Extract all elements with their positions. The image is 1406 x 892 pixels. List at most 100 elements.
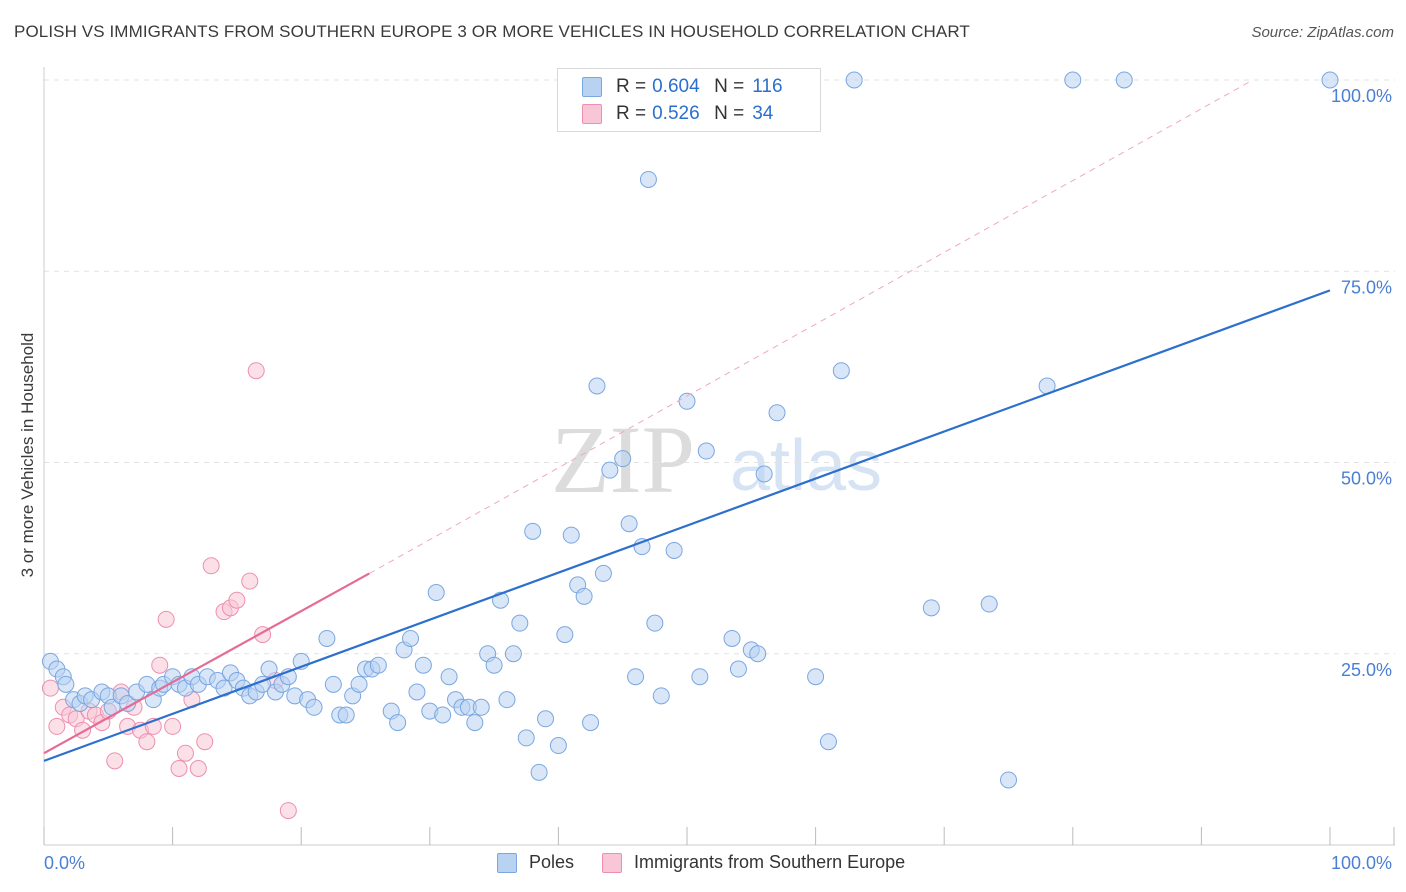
poles-swatch	[582, 77, 602, 97]
immigrants-n-value: 34	[752, 103, 774, 124]
legend-item-poles[interactable]: Poles	[497, 852, 574, 873]
poles-point-70	[517, 729, 535, 747]
poles-point-58	[440, 668, 458, 686]
poles-point-92	[691, 668, 709, 686]
poles-point-95	[723, 629, 741, 647]
y-tick-label-25: 25.0%	[1341, 660, 1392, 680]
poles-point-76	[562, 526, 580, 544]
poles-point-43	[337, 706, 355, 724]
poles-point-89	[652, 687, 670, 705]
poles-point-85	[627, 668, 645, 686]
gridlines	[44, 79, 1395, 655]
poles-point-101	[807, 668, 825, 686]
poles-r-value: 0.604	[652, 76, 700, 97]
poles-point-82	[601, 461, 619, 479]
poles-point-39	[305, 698, 323, 716]
immigrants-r-value: 0.526	[652, 103, 700, 124]
immigrants-point-0	[41, 679, 59, 697]
y-tick-label-100: 100.0%	[1331, 86, 1392, 106]
poles-point-54	[414, 656, 432, 674]
poles-point-106	[1000, 771, 1017, 789]
n-label: N =	[714, 103, 745, 124]
poles-point-72	[530, 763, 548, 781]
poles-point-73	[537, 710, 555, 728]
x-tick-label-0: 0.0%	[44, 853, 85, 873]
poles-point-93	[697, 442, 715, 460]
immigrants-point-33	[279, 802, 297, 820]
poles-point-62	[466, 714, 484, 732]
poles-n-value: 116	[752, 76, 783, 97]
immigrants-legend-swatch	[602, 852, 623, 873]
poles-point-52	[402, 629, 420, 647]
immigrants-point-19	[164, 717, 182, 735]
poles-point-90	[665, 541, 683, 559]
immigrants-point-29	[241, 572, 259, 590]
y-tick-label-75: 75.0%	[1341, 277, 1392, 297]
poles-point-100	[768, 404, 786, 422]
poles-point-111	[1321, 71, 1339, 89]
immigrants-trend-extension	[369, 79, 1254, 574]
immigrants-point-21	[176, 744, 194, 762]
x-tick-label-100: 100.0%	[1331, 853, 1392, 873]
immigrants-trend-line	[43, 572, 370, 755]
poles-point-32	[260, 660, 278, 678]
poles-point-67	[498, 691, 516, 709]
poles-point-99	[755, 465, 773, 483]
poles-point-107	[980, 595, 998, 613]
poles-point-84	[620, 515, 638, 533]
immigrants-point-18	[157, 610, 175, 628]
immigrants-point-15	[138, 733, 156, 751]
poles-point-63	[472, 698, 490, 716]
watermark-atlas: atlas	[730, 426, 882, 506]
poles-point-50	[389, 714, 407, 732]
immigrants-swatch	[582, 104, 602, 124]
poles-point-53	[408, 683, 426, 701]
poles-point-110	[1115, 71, 1133, 89]
poles-point-75	[556, 626, 574, 644]
y-tick-label-50: 50.0%	[1341, 469, 1392, 489]
immigrants-legend-label: Immigrants from Southern Europe	[634, 852, 906, 872]
poles-point-69	[511, 614, 529, 632]
poles-legend-swatch	[497, 852, 517, 873]
immigrants-point-20	[170, 760, 188, 777]
poles-point-3	[57, 675, 75, 693]
poles-point-91	[678, 392, 696, 410]
legend-row-poles: R = 0.604 N = 116	[582, 74, 783, 100]
immigrants-point-10	[106, 752, 124, 770]
poles-point-71	[524, 522, 542, 540]
immigrants-points	[41, 362, 297, 820]
poles-point-25	[215, 679, 233, 697]
poles-point-65	[485, 656, 503, 674]
poles-point-41	[324, 675, 342, 693]
poles-point-87	[639, 170, 657, 188]
poles-point-48	[369, 656, 387, 674]
poles-point-74	[549, 737, 567, 755]
poles-point-57	[434, 706, 452, 724]
poles-point-103	[832, 362, 850, 380]
poles-point-96	[729, 660, 747, 678]
poles-point-40	[318, 629, 336, 647]
poles-point-80	[588, 377, 606, 395]
poles-point-79	[582, 714, 600, 732]
r-label: R =	[616, 76, 647, 97]
n-label: N =	[714, 76, 745, 97]
immigrants-point-30	[247, 362, 265, 380]
immigrants-point-24	[196, 733, 214, 751]
tick-labels: 25.0% 50.0% 75.0% 100.0% 0.0% 100.0%	[44, 86, 1392, 873]
trend-lines	[43, 79, 1331, 762]
stats-legend: R = 0.604 N = 116 R = 0.526 N = 34	[557, 68, 821, 132]
poles-point-109	[1064, 71, 1082, 89]
poles-point-81	[594, 564, 612, 582]
chart-title: POLISH VS IMMIGRANTS FROM SOUTHERN EUROP…	[14, 22, 970, 41]
poles-point-68	[504, 645, 522, 663]
poles-point-102	[819, 733, 837, 751]
source-label: Source: ZipAtlas.com	[1251, 24, 1394, 41]
legend-row-immigrants: R = 0.526 N = 34	[582, 101, 773, 127]
r-label: R =	[616, 103, 647, 124]
legend-item-immigrants[interactable]: Immigrants from Southern Europe	[602, 852, 905, 873]
immigrants-point-28	[228, 591, 246, 609]
poles-point-56	[427, 584, 445, 602]
poles-point-45	[350, 675, 368, 693]
axes	[43, 67, 1395, 846]
